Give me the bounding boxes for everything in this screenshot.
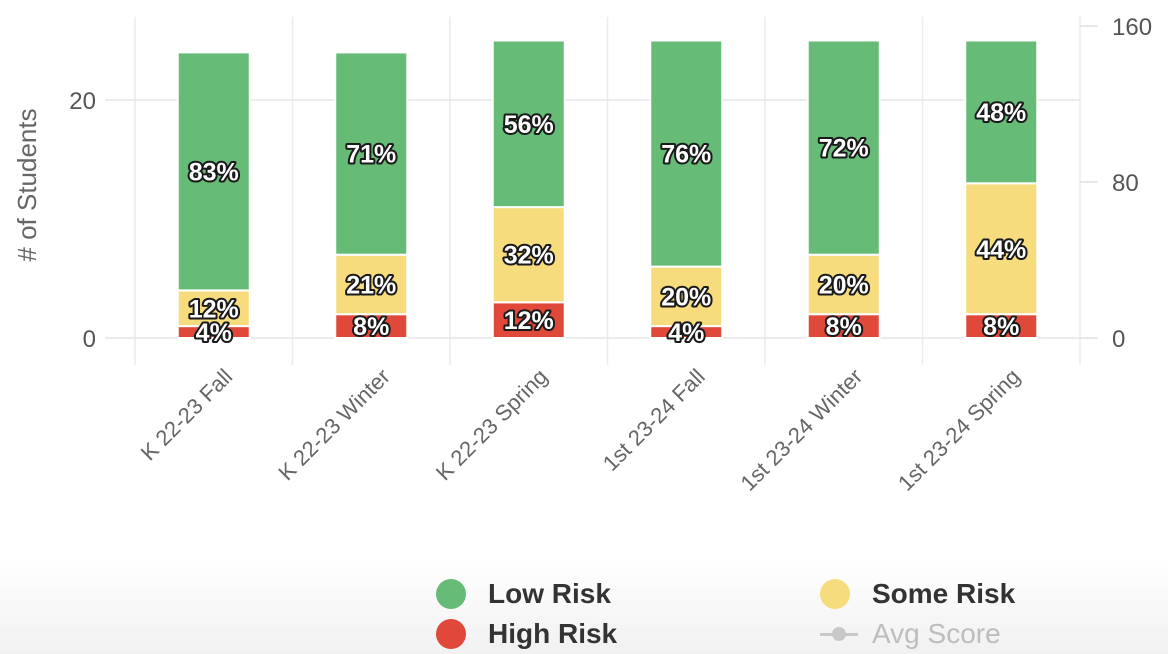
bar-segment-low-risk[interactable] [176,51,251,292]
x-axis: K 22-23 Fall K 22-23 Winter K 22-23 Spring… [136,364,1025,496]
data-label: 21% [346,271,396,299]
bar-segment-some-risk[interactable] [334,253,409,316]
legend-label: Some Risk [872,578,1016,609]
bar-stack: 12% 32% 56% [491,39,566,339]
legend-item-high-risk[interactable]: High Risk [436,618,617,650]
x-tick-label: 1st 23-24 Winter [735,364,867,496]
gridlines [105,16,1081,365]
bar-segment-some-risk[interactable] [806,253,881,316]
x-tick-label: 1st 23-24 Fall [598,364,710,476]
bar-stack: 8% 20% 72% [806,39,881,343]
data-label: 20% [819,271,869,299]
bar-stack: 4% 20% 76% [649,39,724,349]
bar-segment-high-risk[interactable] [491,301,566,339]
bar-stacks: 4%12%83%8%21%71%12%32%56%4%20%76%8%20%72… [176,39,1039,349]
data-label: 71% [346,141,396,169]
legend-item-avg-score[interactable]: Avg Score [820,618,1001,650]
bar-segment-some-risk[interactable] [491,206,566,304]
y-tick-label: 20 [69,88,96,115]
legend-item-low-risk[interactable]: Low Risk [436,578,611,610]
data-label: 4% [196,319,232,347]
bar-segment-some-risk[interactable] [964,182,1039,316]
data-label: 32% [504,242,554,270]
bar-segment-low-risk[interactable] [649,39,724,268]
data-label: 72% [819,135,869,163]
data-label: 8% [983,313,1019,341]
data-label: 12% [189,295,239,323]
legend-label: High Risk [488,618,618,649]
legend-swatch [436,619,466,649]
y2-tick-label: 80 [1112,170,1139,197]
stacked-bar-chart: 4%12%83%8%21%71%12%32%56%4%20%76%8%20%72… [12,14,1152,496]
y2-tick-label: 0 [1112,326,1125,353]
bar-stack: 8% 44% 48% [964,39,1039,343]
x-tick-label: K 22-23 Fall [136,364,238,466]
y2-tick-label: 160 [1112,14,1152,41]
bar-segment-some-risk[interactable] [176,289,251,328]
legend-item-some-risk[interactable]: Some Risk [820,578,1015,610]
data-label: 83% [189,158,239,186]
x-tick-label: K 22-23 Winter [273,364,394,485]
legend-swatch [820,579,850,609]
y-axis-label: # of Students [12,108,42,261]
bar-stack: 8% 21% 71% [334,51,409,343]
y-axis-left: 0 20 [69,88,96,353]
legend-band [0,560,1168,654]
data-label: 76% [661,141,711,169]
bar-segment-low-risk[interactable] [964,39,1039,185]
data-label: 8% [353,313,389,341]
bar-stack: 4%12% 83% [176,51,251,349]
legend-label: Avg Score [872,618,1001,649]
data-label: 12% [504,307,554,335]
legend-label: Low Risk [488,578,611,609]
y-tick-label: 0 [83,326,96,353]
bar-segment-low-risk[interactable] [491,39,566,209]
y-axis-right: 0 80 160 [1080,14,1152,353]
bar-segment-low-risk[interactable] [806,39,881,256]
x-tick-label: 1st 23-24 Spring [893,364,1025,496]
x-tick-label: K 22-23 Spring [431,364,552,485]
data-label: 56% [504,111,554,139]
data-label: 48% [976,99,1026,127]
data-label: 20% [661,283,711,311]
bar-segment-some-risk[interactable] [649,265,724,328]
legend-swatch [820,619,858,649]
data-label: 4% [668,319,704,347]
bar-segment-low-risk[interactable] [334,51,409,256]
legend-swatch [436,579,466,609]
data-label: 44% [976,236,1026,264]
data-label: 8% [826,313,862,341]
